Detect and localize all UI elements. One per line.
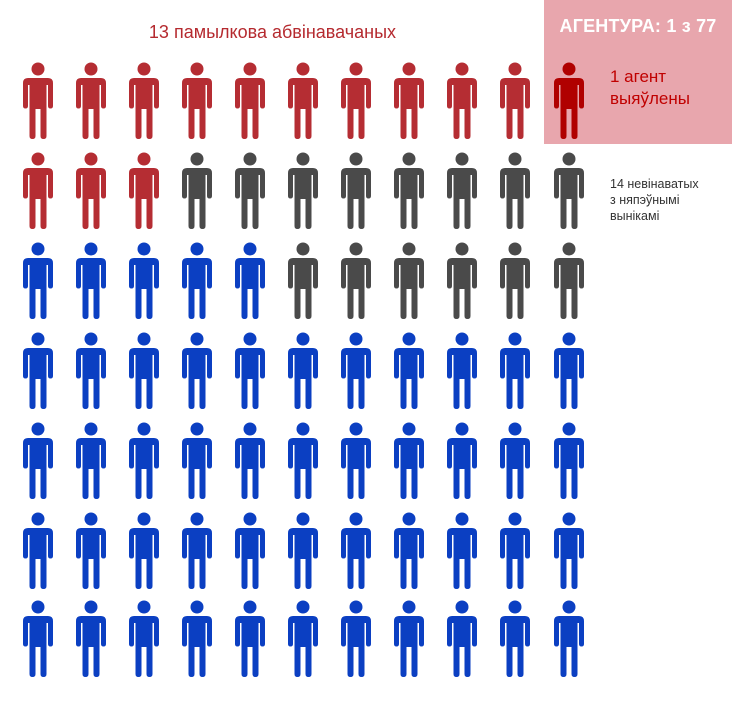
person-icon-uncertain xyxy=(446,242,478,320)
person-icon-uncertain xyxy=(287,152,319,230)
uncertain-label-line1: 14 невінаватых xyxy=(610,177,699,191)
person-icon-agent xyxy=(553,62,585,140)
person-icon-innocent xyxy=(234,422,266,500)
person-icon-innocent xyxy=(181,242,213,320)
agent-label-line2: выяўлены xyxy=(610,89,690,108)
person-icon-false xyxy=(128,152,160,230)
person-icon-uncertain xyxy=(287,242,319,320)
person-icon-innocent xyxy=(128,242,160,320)
person-icon-innocent xyxy=(446,600,478,678)
person-icon-uncertain xyxy=(553,152,585,230)
person-icon-false xyxy=(340,62,372,140)
person-icon-innocent xyxy=(393,512,425,590)
person-icon-innocent xyxy=(287,422,319,500)
person-icon-innocent xyxy=(75,600,107,678)
person-icon-innocent xyxy=(553,422,585,500)
person-icon-innocent xyxy=(340,512,372,590)
person-icon-innocent xyxy=(181,600,213,678)
person-icon-innocent xyxy=(393,332,425,410)
agent-label: 1 агент выяўлены xyxy=(610,66,690,110)
person-icon-innocent xyxy=(553,600,585,678)
person-icon-innocent xyxy=(499,600,531,678)
person-icon-false xyxy=(446,62,478,140)
person-icon-innocent xyxy=(393,600,425,678)
person-icon-false xyxy=(287,62,319,140)
person-icon-innocent xyxy=(499,332,531,410)
person-icon-innocent xyxy=(128,332,160,410)
person-icon-innocent xyxy=(181,422,213,500)
person-icon-uncertain xyxy=(340,242,372,320)
person-icon-innocent xyxy=(393,422,425,500)
person-icon-false xyxy=(234,62,266,140)
person-icon-innocent xyxy=(499,512,531,590)
person-icon-innocent xyxy=(128,600,160,678)
uncertain-label-line2: з няпэўнымі xyxy=(610,193,680,207)
person-icon-innocent xyxy=(553,332,585,410)
person-icon-innocent xyxy=(22,332,54,410)
false-accused-title: 13 памылкова абвінавачаных xyxy=(148,22,397,42)
uncertain-label-line3: вынікамі xyxy=(610,209,660,223)
person-icon-innocent xyxy=(446,512,478,590)
person-icon-innocent xyxy=(22,242,54,320)
person-icon-innocent xyxy=(287,332,319,410)
person-icon-innocent xyxy=(22,600,54,678)
person-icon-innocent xyxy=(22,422,54,500)
person-icon-uncertain xyxy=(393,242,425,320)
person-icon-uncertain xyxy=(553,242,585,320)
person-icon-uncertain xyxy=(340,152,372,230)
person-icon-innocent xyxy=(287,600,319,678)
person-icon-false xyxy=(181,62,213,140)
agency-title: АГЕНТУРА: 1 з 77 xyxy=(559,16,717,36)
person-icon-innocent xyxy=(234,332,266,410)
person-icon-false xyxy=(393,62,425,140)
person-icon-innocent xyxy=(75,242,107,320)
agent-label-line1: 1 агент xyxy=(610,67,667,86)
person-icon-innocent xyxy=(553,512,585,590)
person-icon-innocent xyxy=(128,422,160,500)
person-icon-innocent xyxy=(340,422,372,500)
person-icon-innocent xyxy=(499,422,531,500)
person-icon-innocent xyxy=(234,242,266,320)
person-icon-innocent xyxy=(75,332,107,410)
person-icon-false xyxy=(22,62,54,140)
uncertain-innocent-label: 14 невінаватых з няпэўнымі вынікамі xyxy=(610,176,730,224)
person-icon-uncertain xyxy=(499,152,531,230)
person-icon-innocent xyxy=(446,332,478,410)
person-icon-innocent xyxy=(75,512,107,590)
person-icon-uncertain xyxy=(499,242,531,320)
person-icon-innocent xyxy=(22,512,54,590)
person-icon-innocent xyxy=(234,512,266,590)
person-icon-innocent xyxy=(287,512,319,590)
person-icon-innocent xyxy=(340,600,372,678)
person-icon-innocent xyxy=(446,422,478,500)
person-icon-innocent xyxy=(128,512,160,590)
person-icon-innocent xyxy=(340,332,372,410)
person-icon-innocent xyxy=(181,512,213,590)
person-icon-uncertain xyxy=(393,152,425,230)
person-icon-false xyxy=(75,62,107,140)
person-icon-false xyxy=(22,152,54,230)
person-icon-false xyxy=(499,62,531,140)
person-icon-uncertain xyxy=(234,152,266,230)
person-icon-innocent xyxy=(75,422,107,500)
person-icon-uncertain xyxy=(446,152,478,230)
person-icon-false xyxy=(75,152,107,230)
person-icon-innocent xyxy=(181,332,213,410)
person-icon-false xyxy=(128,62,160,140)
person-icon-innocent xyxy=(234,600,266,678)
person-icon-uncertain xyxy=(181,152,213,230)
